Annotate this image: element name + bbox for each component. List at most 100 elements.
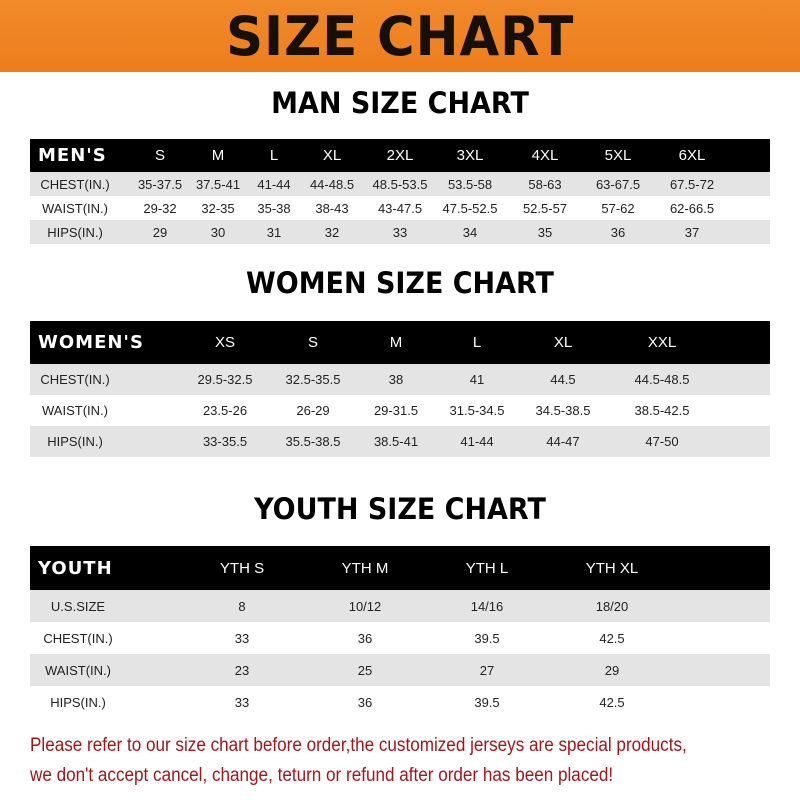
table-cell: 26-29 xyxy=(296,403,330,418)
row-label: WAIST(IN.) xyxy=(42,403,108,418)
women-title: WOMEN SIZE CHART xyxy=(246,266,554,300)
table-cell: 67.5-72 xyxy=(669,176,715,192)
size-header: XL xyxy=(322,147,342,164)
table-cell: 35-37.5 xyxy=(137,176,183,192)
table-cell: 48.5-53.5 xyxy=(372,176,428,192)
table-cell: 36 xyxy=(610,224,626,240)
women-header-label: WOMEN'S xyxy=(38,332,144,353)
row-label: WAIST(IN.) xyxy=(42,200,108,216)
table-cell: 32.5-35.5 xyxy=(285,372,341,387)
table-row: U.S.SIZE 8 10/12 14/16 18/20 xyxy=(30,590,770,622)
size-header: 4XL xyxy=(531,147,559,164)
size-header: XS xyxy=(214,334,236,351)
table-cell: 23.5-26 xyxy=(202,403,248,418)
table-cell: 34.5-38.5 xyxy=(535,403,591,418)
size-header: XL xyxy=(553,334,573,351)
size-header: M xyxy=(211,147,225,164)
table-cell: 42.5 xyxy=(599,630,625,646)
youth-size-table: YOUTH YTH S YTH M YTH L YTH XL U.S.SIZE 8 10/12… xyxy=(30,546,770,718)
table-cell: 44-48.5 xyxy=(309,176,355,192)
table-cell: 31 xyxy=(266,224,282,240)
table-row: WAIST(IN.) 23 25 27 29 xyxy=(30,654,770,686)
size-header: YTH XL xyxy=(585,559,639,577)
table-cell: 33-35.5 xyxy=(202,434,248,449)
table-cell: 62-66.5 xyxy=(669,200,715,216)
table-cell: 25 xyxy=(357,662,373,678)
table-cell: 23 xyxy=(234,662,250,678)
row-label: CHEST(IN.) xyxy=(40,176,110,192)
table-cell: 41-44 xyxy=(257,176,291,192)
size-header: YTH L xyxy=(465,559,509,577)
table-cell: 53.5-58 xyxy=(447,176,493,192)
table-cell: 29 xyxy=(604,662,620,678)
table-cell: 41-44 xyxy=(460,434,494,449)
table-cell: 44-47 xyxy=(546,434,580,449)
table-cell: 29 xyxy=(152,224,168,240)
table-cell: 18/20 xyxy=(595,598,629,614)
size-header: 5XL xyxy=(604,147,632,164)
women-size-table: WOMEN'S XS S M L XL XXL CHEST(IN.) 29.5-32.5 32.5… xyxy=(30,321,770,457)
row-label: CHEST(IN.) xyxy=(40,372,110,387)
table-cell: 36 xyxy=(357,694,373,710)
table-row: HIPS(IN.) 33 36 39.5 42.5 xyxy=(30,686,770,718)
men-header-label: MEN'S xyxy=(38,145,107,166)
men-title: MAN SIZE CHART xyxy=(271,86,529,120)
table-cell: 32 xyxy=(324,224,340,240)
size-header: L xyxy=(472,334,482,351)
table-row: WAIST(IN.) 23.5-26 26-29 29-31.5 31.5-34.5 34… xyxy=(30,395,770,426)
table-cell: 33 xyxy=(392,224,408,240)
size-header: L xyxy=(269,147,279,164)
table-cell: 35 xyxy=(537,224,553,240)
row-label: WAIST(IN.) xyxy=(45,662,111,678)
youth-title: YOUTH SIZE CHART xyxy=(254,492,546,526)
table-cell: 37 xyxy=(684,224,700,240)
table-cell: 14/16 xyxy=(470,598,504,614)
table-cell: 27 xyxy=(479,662,495,678)
size-header: 2XL xyxy=(386,147,414,164)
table-cell: 37.5-41 xyxy=(195,176,241,192)
row-label: HIPS(IN.) xyxy=(47,224,103,240)
banner-title: SIZE CHART xyxy=(225,4,575,68)
table-cell: 38.5-41 xyxy=(373,434,419,449)
table-cell: 52.5-57 xyxy=(522,200,568,216)
row-label: HIPS(IN.) xyxy=(50,694,106,710)
table-cell: 32-35 xyxy=(201,200,235,216)
size-header: S xyxy=(154,147,166,164)
table-row: CHEST(IN.) 35-37.5 37.5-41 41-44 44-48.5 48.5… xyxy=(30,172,770,196)
table-cell: 30 xyxy=(210,224,226,240)
youth-header-row: YOUTH YTH S YTH M YTH L YTH XL xyxy=(30,546,770,590)
table-cell: 8 xyxy=(238,598,246,614)
table-cell: 35.5-38.5 xyxy=(285,434,341,449)
table-cell: 33 xyxy=(234,694,250,710)
table-cell: 38 xyxy=(388,372,404,387)
table-cell: 63-67.5 xyxy=(595,176,641,192)
table-cell: 44.5 xyxy=(550,372,576,387)
table-cell: 42.5 xyxy=(599,694,625,710)
size-header: YTH S xyxy=(219,559,265,577)
table-cell: 29-31.5 xyxy=(373,403,419,418)
table-cell: 44.5-48.5 xyxy=(634,372,690,387)
table-cell: 41 xyxy=(469,372,485,387)
size-header: S xyxy=(307,334,319,351)
table-cell: 31.5-34.5 xyxy=(449,403,505,418)
row-label: HIPS(IN.) xyxy=(47,434,103,449)
row-label: CHEST(IN.) xyxy=(43,630,113,646)
size-header: 3XL xyxy=(456,147,484,164)
table-cell: 57-62 xyxy=(601,200,635,216)
table-row: HIPS(IN.) 29 30 31 32 33 34 35 36 37 xyxy=(30,220,770,244)
men-header-row: MEN'S S M L XL 2XL 3XL 4XL 5XL 6XL xyxy=(30,139,770,172)
table-cell: 43-47.5 xyxy=(377,200,423,216)
row-label: U.S.SIZE xyxy=(50,598,106,614)
table-cell: 34 xyxy=(462,224,478,240)
notice-line-2: we don't accept cancel, change, teturn o… xyxy=(30,765,614,786)
table-cell: 29-32 xyxy=(143,200,177,216)
size-header: 6XL xyxy=(678,147,706,164)
table-cell: 38.5-42.5 xyxy=(634,403,690,418)
table-row: HIPS(IN.) 33-35.5 35.5-38.5 38.5-41 41-44 44-… xyxy=(30,426,770,457)
table-cell: 47.5-52.5 xyxy=(442,200,498,216)
size-header: YTH M xyxy=(341,559,389,577)
table-row: CHEST(IN.) 33 36 39.5 42.5 xyxy=(30,622,770,654)
notice-line-1: Please refer to our size chart before or… xyxy=(30,735,687,756)
size-chart-banner: SIZE CHART xyxy=(0,0,800,72)
table-cell: 10/12 xyxy=(348,598,382,614)
